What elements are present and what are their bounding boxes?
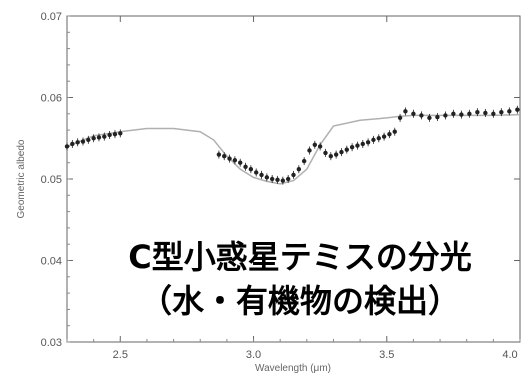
observed-points (64, 105, 520, 185)
data-point (459, 112, 464, 117)
data-point (275, 177, 280, 183)
data-point (285, 176, 291, 182)
data-point (264, 175, 270, 180)
x-tick-label: 4.0 (502, 349, 517, 361)
data-point (376, 136, 381, 141)
data-point (499, 109, 504, 115)
data-point (269, 176, 275, 182)
data-point (387, 131, 392, 137)
x-axis-title: Wavelength (μm) (255, 363, 331, 374)
y-tick-label: 0.06 (41, 93, 62, 105)
data-point (403, 109, 408, 114)
data-point (365, 140, 371, 145)
data-point (222, 153, 227, 159)
data-point (515, 107, 520, 112)
data-point (253, 170, 259, 175)
data-point (451, 111, 456, 117)
data-point (307, 148, 312, 153)
x-tick-label: 3.0 (246, 349, 261, 361)
data-point (118, 131, 123, 136)
data-point (397, 115, 403, 121)
data-point (349, 145, 355, 150)
data-point (216, 152, 222, 157)
data-point (355, 143, 360, 148)
data-point (238, 160, 243, 165)
data-point (96, 135, 102, 140)
data-point (312, 142, 318, 147)
data-point (248, 167, 254, 172)
data-point (232, 158, 238, 163)
y-tick-label: 0.03 (41, 337, 62, 349)
data-point (344, 147, 349, 152)
data-point (328, 153, 334, 159)
data-point (339, 149, 344, 155)
model-curve (66, 113, 521, 185)
data-point (291, 172, 296, 178)
data-point (301, 158, 307, 164)
data-point (102, 134, 107, 139)
data-point (427, 115, 432, 121)
data-point (280, 178, 286, 183)
data-point (483, 110, 488, 116)
data-point (371, 137, 376, 143)
y-axis-title: Geometric albedo (16, 139, 27, 218)
data-point (86, 137, 91, 143)
data-point (419, 113, 424, 118)
data-point (107, 132, 112, 138)
data-point (443, 113, 448, 118)
y-tick-label: 0.04 (41, 256, 62, 268)
data-point (411, 111, 416, 117)
data-point (75, 140, 80, 145)
data-point (243, 164, 248, 169)
x-tick-label: 3.5 (379, 349, 394, 361)
data-point (317, 144, 323, 149)
data-point (259, 172, 264, 178)
x-axis: 2.5 3.0 3.5 4.0 (66, 16, 521, 361)
data-point (112, 131, 118, 137)
data-point (360, 141, 365, 147)
y-tick-label: 0.07 (41, 11, 62, 23)
data-point (227, 156, 232, 161)
data-point (475, 109, 480, 115)
data-point (333, 152, 339, 157)
data-point (64, 144, 70, 149)
data-point (491, 111, 496, 117)
y-tick-label: 0.05 (41, 174, 62, 186)
data-point (323, 150, 328, 156)
data-point (91, 136, 96, 141)
data-point (70, 141, 75, 147)
data-point (435, 114, 440, 120)
overlay-title-line2: （水・有機物の検出） (140, 282, 460, 320)
y-axis: 0.03 0.04 0.05 0.06 0.07 (41, 11, 520, 349)
data-point (392, 129, 397, 134)
data-point (381, 134, 387, 139)
x-tick-label: 2.5 (113, 349, 128, 361)
data-point (296, 167, 302, 172)
overlay-title-line1: C型小惑星テミスの分光 (128, 238, 472, 276)
data-point (507, 109, 512, 114)
data-point (467, 111, 472, 117)
data-point (80, 139, 86, 144)
